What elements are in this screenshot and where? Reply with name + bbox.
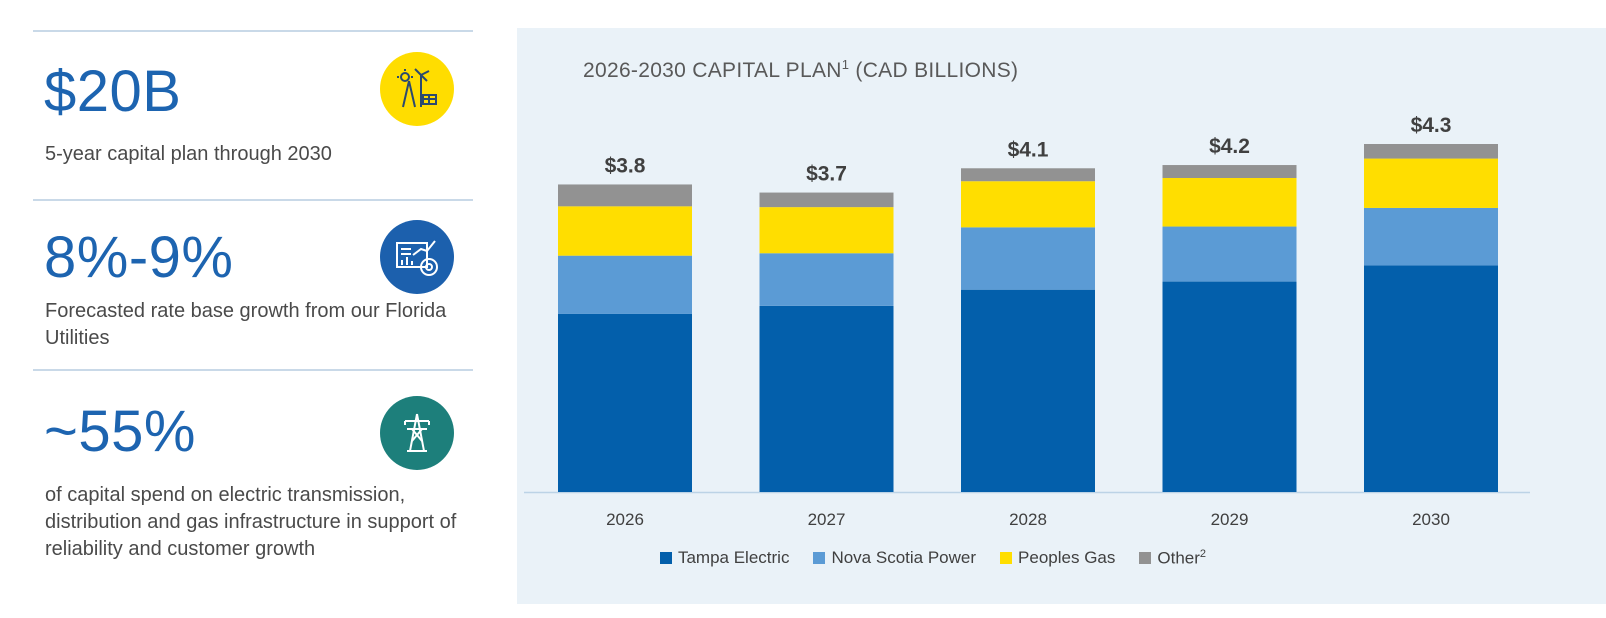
legend-item-other: Other2 [1139,548,1206,569]
chart-legend: Tampa Electric Nova Scotia Power Peoples… [0,548,1606,569]
chart-title-suffix: (CAD BILLIONS) [849,59,1019,82]
legend-label-tampa-electric: Tampa Electric [677,548,790,568]
bar-peoples-gas-2029 [1162,177,1297,227]
bar-other-2029 [1162,165,1297,178]
metric-capital-description: 5-year capital plan through 2030 [45,143,332,165]
bar-nova-scotia-power-2029 [1162,226,1297,282]
x-tick-label-2030: 2030 [1412,510,1450,529]
legend-swatch-tampa-electric [659,552,672,565]
metric-growth-value: 8%-9% [44,225,234,290]
legend-label-other: Other2 [1157,548,1206,569]
bar-other-2030 [1364,144,1498,159]
chart-title-text: 2026-2030 CAPITAL PLAN [583,59,842,82]
growth-dashboard-icon [380,220,454,294]
bar-tampa-electric-2029 [1162,281,1297,492]
bar-tampa-electric-2027 [759,305,894,492]
bar-peoples-gas-2030 [1364,158,1498,208]
legend-item-peoples-gas: Peoples Gas [1000,548,1115,569]
legend-label-peoples-gas: Peoples Gas [1018,548,1116,568]
legend-other-footnote: 2 [1199,548,1207,560]
chart-title-footnote: 1 [841,57,850,72]
divider-middle [33,199,473,201]
legend-item-nova-scotia-power: Nova Scotia Power [813,548,976,569]
total-label-2027: $3.7 [806,163,847,186]
bar-tampa-electric-2026 [558,313,692,492]
x-tick-label-2026: 2026 [606,510,644,529]
transmission-tower-icon [380,396,454,470]
total-label-2029: $4.2 [1209,135,1250,158]
bar-nova-scotia-power-2028 [961,227,1095,290]
divider-bottom [33,369,473,371]
bar-nova-scotia-power-2027 [759,253,894,306]
legend-swatch-other [1139,552,1152,565]
chart-title: 2026-2030 CAPITAL PLAN1 (CAD BILLIONS) [583,57,1018,83]
renewable-energy-icon [380,52,454,126]
total-label-2028: $4.1 [1008,138,1049,161]
bar-other-2028 [961,168,1095,182]
x-tick-label-2028: 2028 [1009,510,1047,529]
bar-peoples-gas-2026 [558,206,692,256]
bar-peoples-gas-2028 [961,181,1095,228]
x-tick-label-2027: 2027 [808,510,846,529]
legend-item-tampa-electric: Tampa Electric [659,548,790,569]
bar-tampa-electric-2028 [961,289,1095,492]
metric-capital-value: $20B [44,59,182,124]
legend-swatch-nova-scotia-power [813,552,826,565]
legend-label-other-text: Other [1157,548,1200,568]
bar-other-2027 [759,192,894,208]
legend-swatch-peoples-gas [1000,552,1013,565]
metric-infrastructure-value: ~55% [44,399,196,464]
legend-label-nova-scotia-power: Nova Scotia Power [831,548,977,568]
x-tick-label-2029: 2029 [1211,510,1249,529]
bar-peoples-gas-2027 [759,207,894,254]
total-label-2030: $4.3 [1411,114,1452,137]
metric-growth-description: Forecasted rate base growth from our Flo… [45,300,447,349]
bar-other-2026 [558,184,692,207]
divider-top [33,30,473,32]
bar-nova-scotia-power-2026 [558,255,692,314]
total-label-2026: $3.8 [605,154,646,177]
bar-nova-scotia-power-2030 [1364,207,1498,266]
bar-tampa-electric-2030 [1364,265,1498,492]
metric-infrastructure-description: of capital spend on electric transmissio… [45,484,457,560]
